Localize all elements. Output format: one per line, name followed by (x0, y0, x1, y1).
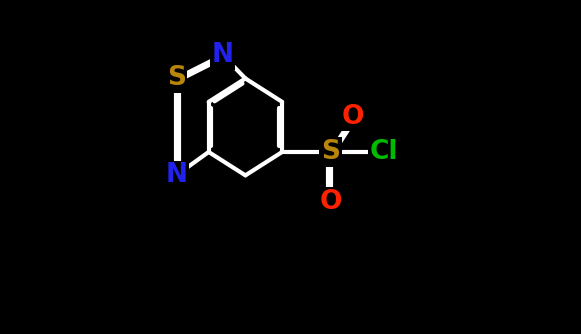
Text: N: N (211, 42, 234, 68)
Text: O: O (320, 189, 342, 215)
Text: O: O (342, 104, 364, 130)
Text: N: N (165, 162, 187, 188)
Text: Cl: Cl (370, 139, 398, 165)
Text: S: S (167, 65, 186, 92)
Text: S: S (321, 139, 340, 165)
